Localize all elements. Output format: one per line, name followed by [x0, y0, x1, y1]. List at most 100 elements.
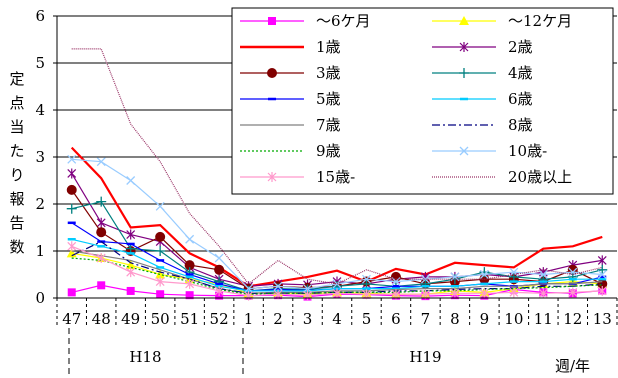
data-point — [96, 196, 107, 207]
data-point — [597, 285, 607, 296]
legend-label: 1歳 — [316, 38, 341, 56]
data-point — [390, 271, 401, 282]
legend-item: 15歳- — [240, 168, 355, 186]
data-point — [67, 154, 77, 164]
legend-item: 2歳 — [432, 38, 533, 56]
data-point — [361, 278, 372, 289]
x-tick-label: 10 — [504, 310, 523, 328]
data-point — [332, 288, 342, 299]
y-tick-labels: 0 1 2 3 4 5 6 — [35, 7, 45, 307]
x-tick-label: 47 — [62, 310, 81, 328]
y-tick-label: 6 — [35, 7, 45, 25]
legend-item: 〜6ケ月 — [240, 12, 371, 30]
data-point — [156, 290, 165, 299]
x-group-label: H18 — [129, 348, 161, 366]
data-point — [568, 267, 578, 277]
legend-item: 〜12ケ月 — [432, 12, 572, 30]
x-tick-label: 48 — [92, 310, 111, 328]
x-tick-label: 5 — [362, 310, 372, 328]
legend-label: 6歳 — [508, 90, 533, 108]
x-tick-label: 2 — [273, 310, 283, 328]
x-tick-label: 50 — [151, 310, 170, 328]
legend-label: 15歳- — [316, 168, 355, 186]
legend-swatch-marker — [459, 68, 469, 78]
legend-swatch-marker — [459, 146, 469, 156]
data-point — [450, 288, 460, 299]
y-axis-label-char: 報 — [9, 190, 24, 208]
legend-label: 10歳- — [508, 142, 547, 160]
legend-item: 7歳 — [240, 116, 341, 134]
data-point — [568, 287, 578, 298]
data-point — [66, 184, 77, 195]
data-point — [362, 274, 371, 284]
x-tick-label: 6 — [391, 310, 401, 328]
legend-item: 20歳以上 — [432, 168, 572, 186]
data-point — [244, 284, 254, 294]
data-point — [155, 246, 166, 256]
series-layer — [66, 48, 608, 301]
data-point — [96, 217, 106, 228]
legend-label: 8歳 — [508, 116, 533, 134]
data-point — [509, 267, 519, 277]
data-point — [273, 281, 283, 291]
x-tick-label: 12 — [563, 310, 582, 328]
legend-swatch-marker — [267, 172, 277, 182]
data-point — [479, 270, 489, 279]
data-point — [155, 276, 165, 287]
x-tick-label: 9 — [480, 310, 490, 328]
legend-label: 20歳以上 — [508, 168, 572, 186]
series-group — [67, 241, 607, 301]
legend-swatch-marker — [459, 16, 469, 25]
data-point — [508, 271, 519, 282]
data-point — [155, 231, 166, 242]
data-point — [96, 253, 106, 264]
data-point — [67, 241, 77, 252]
data-point — [96, 157, 106, 167]
y-tick-label: 0 — [35, 289, 45, 307]
data-point — [597, 270, 607, 279]
data-point — [67, 168, 77, 179]
data-point — [126, 176, 136, 185]
data-point — [420, 274, 430, 284]
data-point — [597, 255, 607, 266]
legend-swatch-marker — [267, 68, 277, 78]
data-point — [214, 264, 225, 275]
axes — [53, 15, 618, 378]
x-tick-label: 51 — [180, 310, 199, 328]
y-tick-label: 1 — [35, 242, 45, 260]
data-point — [126, 267, 136, 278]
data-point — [538, 270, 548, 279]
y-tick-label: 2 — [35, 195, 45, 213]
legend-item: 9歳 — [240, 142, 341, 160]
legend-item: 6歳 — [432, 90, 533, 108]
x-tick-label: 52 — [210, 310, 229, 328]
data-point — [155, 269, 166, 279]
y-tick-label: 5 — [35, 54, 45, 72]
series-line — [71, 48, 603, 285]
data-point — [185, 291, 194, 300]
series-line — [70, 146, 603, 288]
y-tick-label: 4 — [35, 101, 45, 119]
y-axis-label-char: た — [9, 142, 24, 160]
y-axis-label-char: 告 — [9, 214, 24, 232]
data-point — [509, 287, 519, 298]
legend-label: 〜12ケ月 — [508, 12, 572, 30]
x-tick-label: 1 — [244, 310, 254, 328]
data-point — [66, 203, 77, 214]
data-point — [155, 201, 165, 211]
x-group-labels: H18 H19 — [129, 348, 441, 366]
y-axis-label-char: 数 — [9, 238, 24, 256]
legend-label: 〜6ケ月 — [316, 12, 371, 30]
y-axis-label-char: り — [9, 166, 24, 184]
series-group — [70, 146, 603, 288]
y-tick-label: 3 — [35, 148, 45, 166]
data-point — [214, 285, 224, 296]
legend-swatch-marker — [268, 17, 276, 25]
data-point — [125, 243, 136, 254]
x-tick-label: 7 — [421, 310, 431, 328]
legend-item: 5歳 — [240, 90, 341, 108]
y-axis-label-char: 点 — [9, 94, 24, 112]
x-tick-label: 8 — [450, 310, 460, 328]
data-point — [538, 288, 548, 299]
